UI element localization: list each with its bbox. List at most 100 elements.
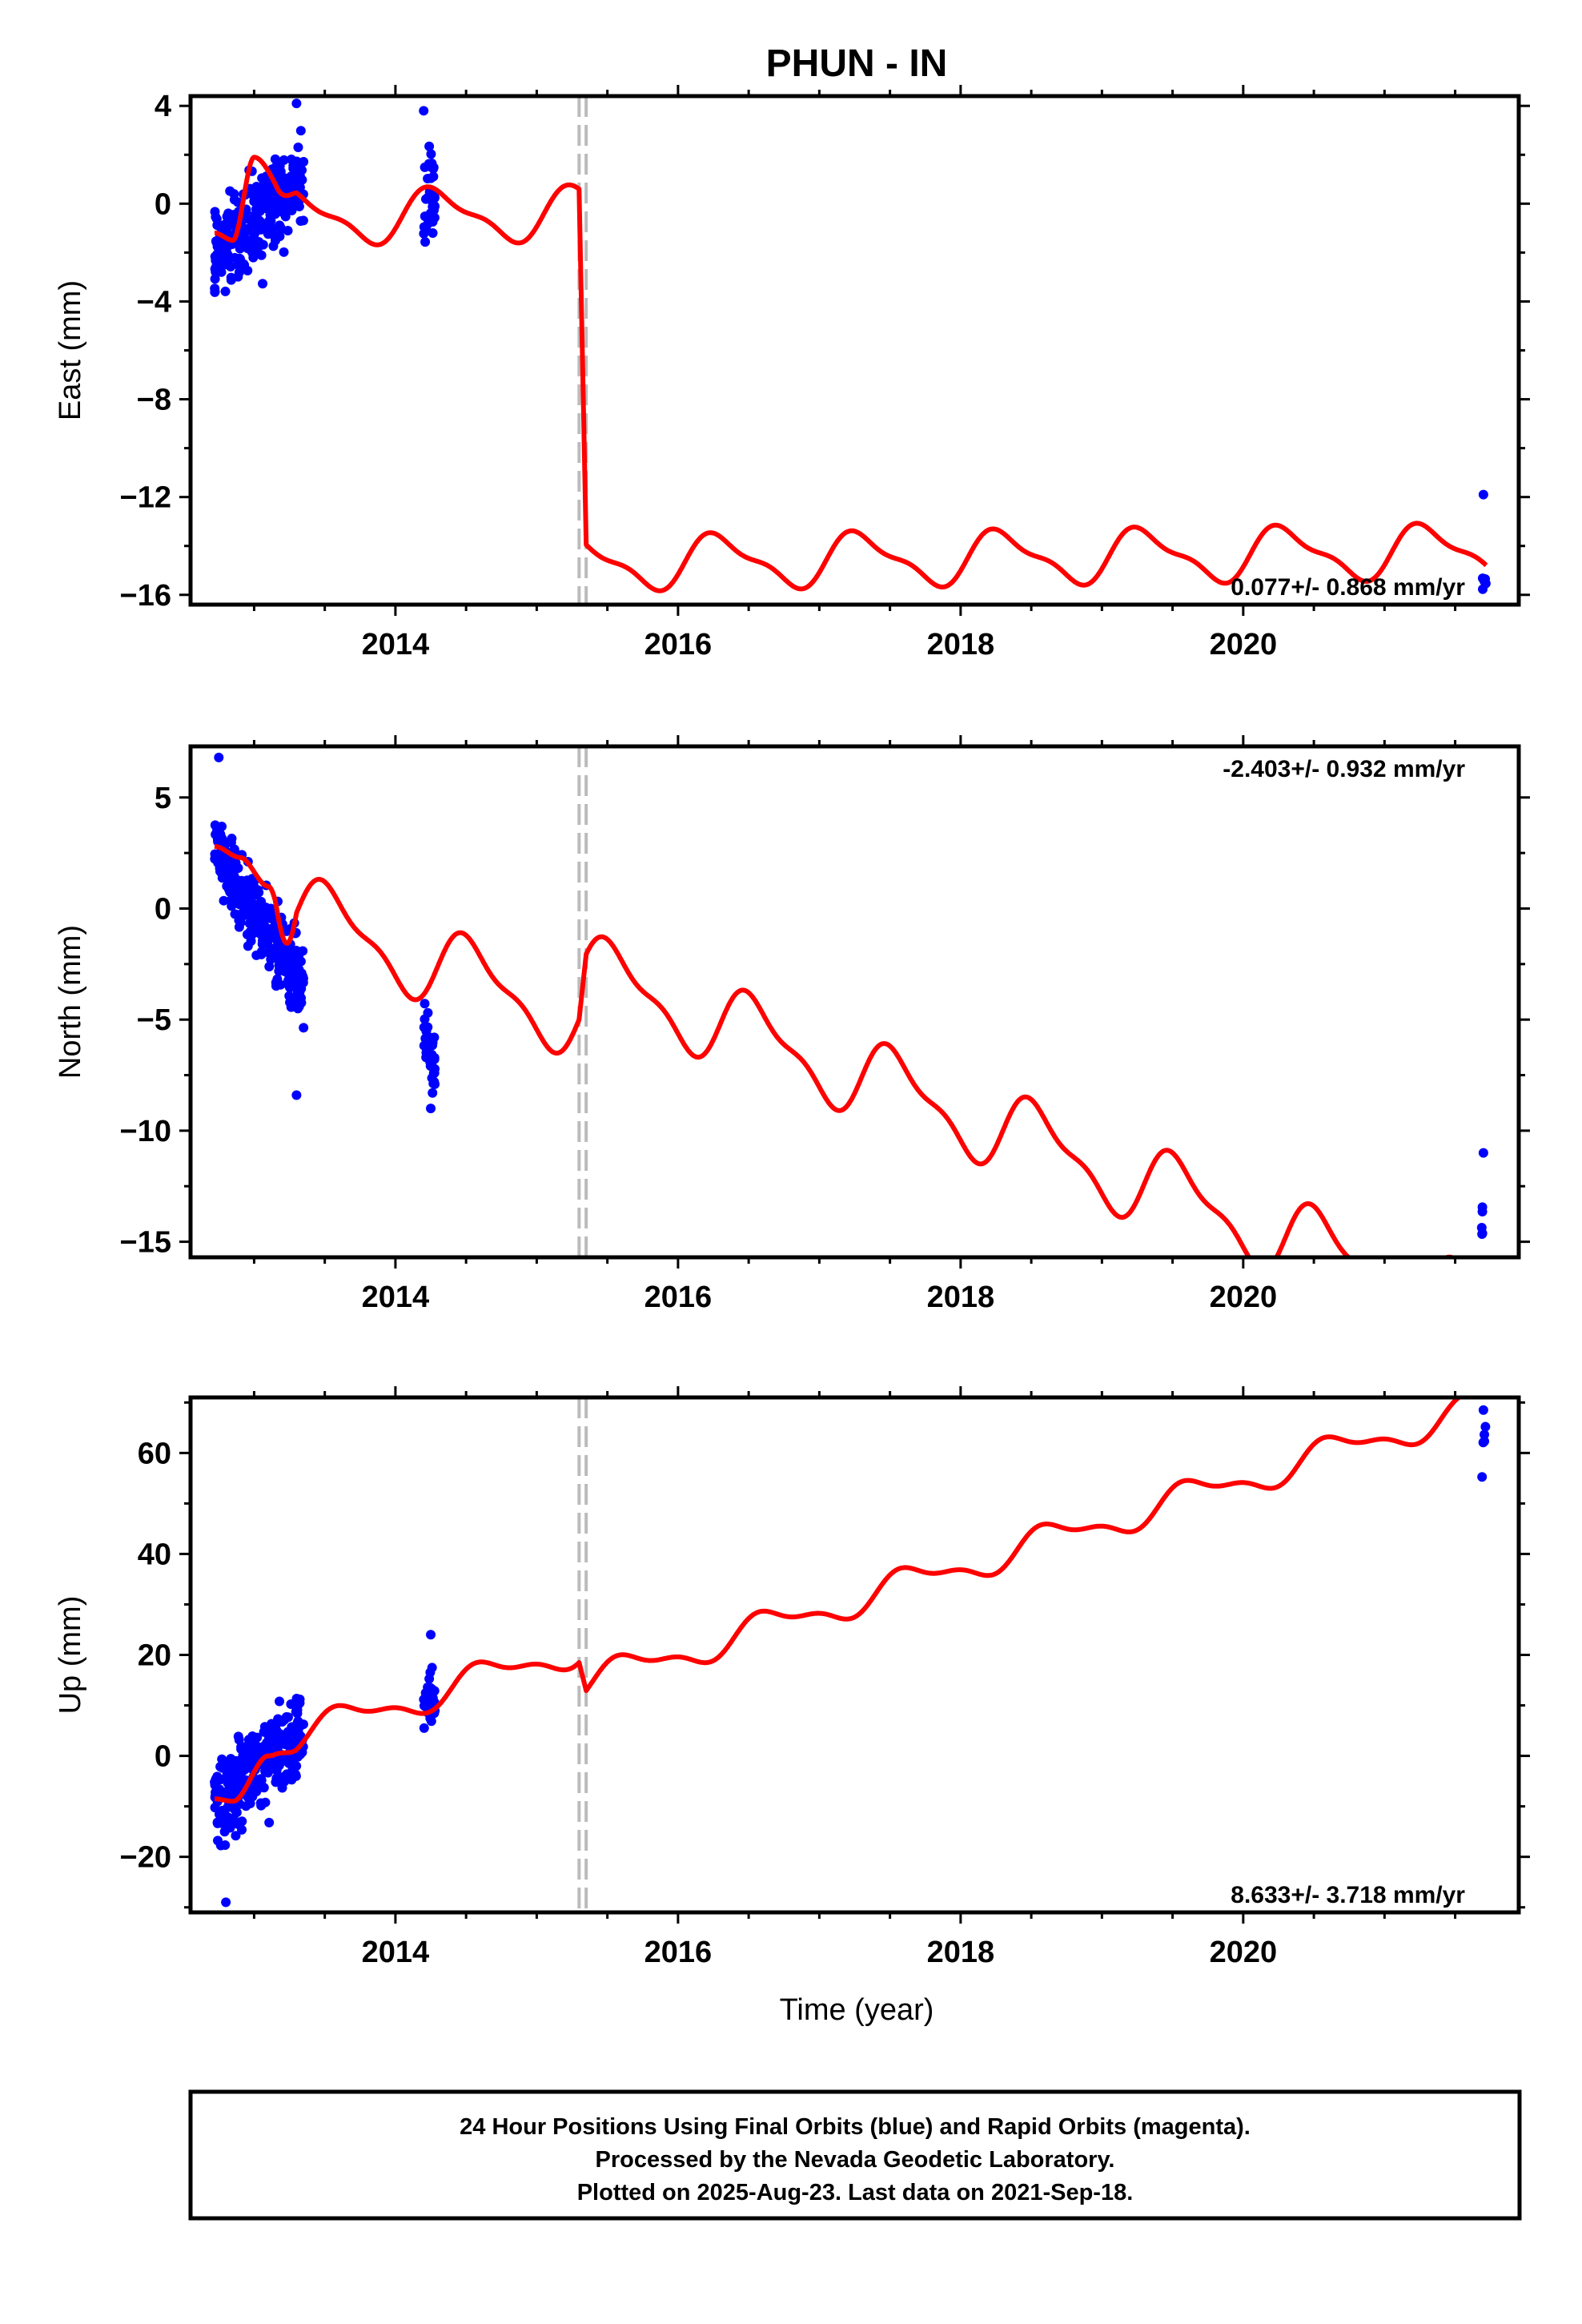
up-data-point [263,1767,273,1778]
north-data-point [215,858,226,869]
north-data-point [266,955,276,965]
north-data-point [288,947,299,957]
east-x-tick-label: 2020 [1210,628,1278,661]
north-data-point [292,960,303,971]
north-x-tick-label: 2020 [1210,1281,1278,1314]
north-data-point [264,962,275,972]
up-data-point [426,1716,436,1727]
north-y-tick-label: −5 [137,1003,171,1037]
east-data-point [247,223,257,234]
east-data-point [263,229,273,239]
east-data-point [258,279,268,289]
east-panel: 2014 2016 2018 2020 4 0 −4 −8 −12 −16 East (mm) 0.0… [54,85,1530,661]
up-data-point [266,1723,276,1733]
north-data-point [219,895,229,906]
east-data-point [210,274,220,284]
up-data-point [285,1739,295,1750]
north-data-point [284,991,295,1001]
up-data-point [252,1743,263,1753]
footer-line-3: Plotted on 2025-Aug-23. Last data on 202… [577,2180,1134,2205]
east-data-point [429,205,440,215]
up-data-point [1480,1429,1490,1440]
east-x-tick-label: 2016 [644,628,713,661]
up-data-point [231,1807,242,1818]
north-y-axis-label: North (mm) [54,925,87,1079]
east-data-point [235,238,246,248]
up-data-point [293,1751,303,1761]
north-y-tick-label: 0 [155,892,171,926]
north-data-point [214,823,224,834]
east-data-point [255,216,265,227]
north-x-tick-label: 2016 [644,1281,713,1314]
up-data-point [211,1773,222,1783]
east-data-point [292,165,303,175]
up-panel: 2014 2016 2018 2020 60 40 20 0 −20 Up (mm) 8.633+/… [54,1386,1530,1969]
east-data-point [263,205,274,215]
up-data-point [295,1698,305,1708]
up-data-point [236,1742,247,1752]
up-x-tick-label: 2020 [1210,1936,1278,1969]
east-x-tick-label: 2014 [362,628,430,661]
east-y-tick-label: 4 [155,90,171,123]
east-data-point [239,259,249,269]
east-data-point [248,252,259,263]
north-data-point [429,1076,440,1087]
up-data-point [212,1783,223,1794]
north-data-point [1478,1148,1488,1158]
up-data-point [279,1776,290,1787]
up-data-point [215,1762,226,1772]
north-data-point [282,967,292,978]
east-data-point [243,236,253,247]
north-data-point [428,1088,438,1098]
east-rate-label: 0.077+/- 0.868 mm/yr [1231,574,1465,601]
up-data-point [251,1787,262,1797]
east-data-point [420,237,431,247]
north-data-point [274,966,284,976]
east-data-point [220,286,231,296]
north-data-point [211,850,221,860]
east-data-point [211,211,221,222]
north-data-point [266,924,276,935]
up-data-point [221,1897,231,1908]
north-data-point [296,998,307,1008]
east-x-tick-label: 2018 [927,628,995,661]
north-data-point [420,1033,431,1043]
east-data-point [223,250,233,260]
east-data-point [298,215,308,226]
east-data-point [275,167,286,177]
north-data-point [234,922,244,932]
north-data-point [214,752,224,762]
up-data-point [225,1823,235,1833]
up-y-tick-label: 0 [155,1740,171,1774]
up-data-point [1478,1405,1488,1415]
east-data-point [295,126,306,136]
north-data-point [281,958,291,968]
east-plot-frame [188,94,1521,607]
east-data-point [1478,584,1488,594]
up-data-point [233,1731,243,1742]
north-data-point [424,1050,434,1060]
footer-line-1: 24 Hour Positions Using Final Orbits (bl… [460,2114,1251,2140]
east-data-point [275,220,285,231]
north-data-point [227,877,238,887]
east-data-point [270,154,280,164]
up-model-curve [212,1397,1488,1804]
north-data-point [259,914,270,924]
up-data-point [230,1771,240,1781]
north-data-point [226,895,236,906]
east-data-point [299,157,309,167]
east-data-point [1480,574,1491,585]
east-data-point [250,235,260,246]
north-data-point [291,981,301,991]
up-y-tick-label: −20 [120,1841,171,1875]
north-y-tick-label: −10 [120,1115,171,1148]
up-data-point [269,1736,279,1747]
north-y-tick-label: −15 [120,1226,171,1260]
north-panel: 2014 2016 2018 2020 5 0 −5 −10 −15 North (mm) -2.4… [54,735,1530,1314]
east-data-point [223,208,234,219]
north-data-point [245,927,255,937]
east-model-curve [212,155,1488,593]
north-data-point [426,1104,436,1114]
north-data-point [267,943,277,954]
north-x-tick-label: 2014 [362,1281,430,1314]
